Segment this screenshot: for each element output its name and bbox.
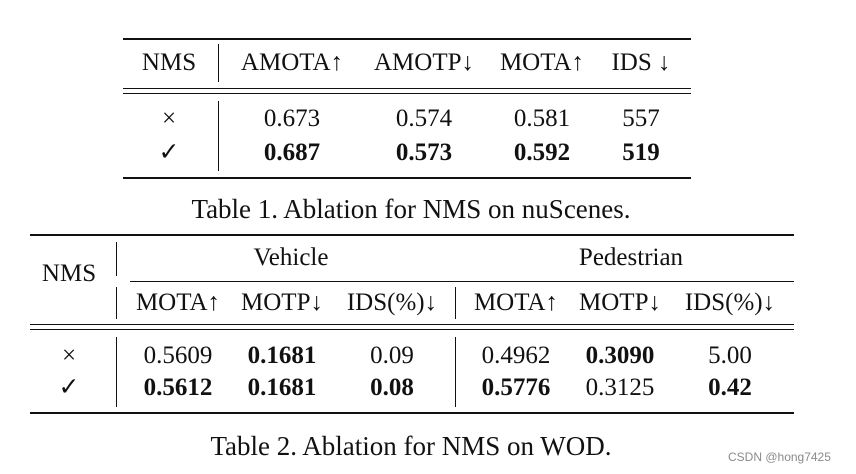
table2-sub-ped-ids: IDS(%)↓ (684, 289, 776, 316)
table2-mid-rule-1 (30, 324, 794, 325)
table1-r1-mota: 0.581 (513, 105, 571, 132)
table1-caption: Table 1. Ablation for NMS on nuScenes. (191, 194, 631, 224)
table1-r1-amota: 0.673 (263, 105, 321, 132)
table2-r2-nms: ✓ (58, 374, 80, 401)
table2-r1-ped-ids: 5.00 (708, 342, 752, 369)
table2-r1-ped-mota: 0.4962 (481, 342, 551, 369)
table1-header-divider (218, 44, 219, 82)
table1-r2-amotp: 0.573 (395, 139, 453, 166)
table2-group-vehicle: Vehicle (253, 244, 329, 271)
table1-header-mota: MOTA↑ (499, 49, 585, 76)
table1-r2-amota: 0.687 (263, 139, 321, 166)
table2-body-divider-mid (455, 337, 456, 407)
table2-mid-rule-2 (30, 329, 794, 330)
table1-r1-nms: × (161, 105, 177, 132)
table2-sub-ped-mota: MOTA↑ (473, 289, 559, 316)
table1-mid-rule-1 (123, 88, 691, 89)
table1-r2-ids: 519 (622, 139, 660, 166)
table2-bottom-rule (30, 412, 794, 414)
table1-bottom-rule (123, 177, 691, 179)
table1-r1-amotp: 0.574 (395, 105, 453, 132)
table1-r2-nms: ✓ (158, 139, 180, 166)
table1-header-amotp: AMOTP↓ (373, 49, 474, 76)
table2-subheader-divider-mid (455, 287, 456, 319)
table1-header-nms: NMS (141, 49, 197, 76)
table2-r2-veh-motp: 0.1681 (247, 374, 317, 401)
table2-r1-nms: × (61, 342, 77, 369)
table2-r2-veh-ids: 0.08 (370, 374, 414, 401)
table1-mid-rule-2 (123, 93, 691, 94)
table2-sub-veh-motp: MOTP↓ (241, 289, 323, 316)
table1-r2-mota: 0.592 (513, 139, 571, 166)
table1-header-ids: IDS ↓ (611, 49, 671, 76)
table2-r1-ped-motp: 0.3090 (585, 342, 655, 369)
table2-r1-veh-motp: 0.1681 (247, 342, 317, 369)
table1-r1-ids: 557 (622, 105, 660, 132)
table2-r2-veh-mota: 0.5612 (143, 374, 213, 401)
table1-body-divider (218, 101, 219, 171)
table2-body-divider-left (116, 337, 117, 407)
table2-subheader-divider-left (116, 287, 117, 319)
table1-top-rule (123, 38, 691, 40)
table2-r2-ped-mota: 0.5776 (481, 374, 551, 401)
table2-group-pedestrian: Pedestrian (578, 244, 684, 271)
table2-r1-veh-ids: 0.09 (370, 342, 414, 369)
table2-sub-veh-mota: MOTA↑ (135, 289, 221, 316)
table2-sub-ped-motp: MOTP↓ (579, 289, 661, 316)
table2-r2-ped-motp: 0.3125 (585, 374, 655, 401)
table2-caption: Table 2. Ablation for NMS on WOD. (210, 431, 612, 461)
table1-header-amota: AMOTA↑ (240, 49, 344, 76)
table2-header-divider (116, 242, 117, 276)
table2-top-rule (30, 234, 794, 236)
table2-r1-veh-mota: 0.5609 (143, 342, 213, 369)
table2-r2-ped-ids: 0.42 (708, 374, 752, 401)
table2-sub-veh-ids: IDS(%)↓ (346, 289, 438, 316)
table2-header-nms: NMS (41, 260, 97, 287)
table2-group-rule (130, 281, 794, 282)
watermark: CSDN @hong7425 (728, 450, 831, 464)
